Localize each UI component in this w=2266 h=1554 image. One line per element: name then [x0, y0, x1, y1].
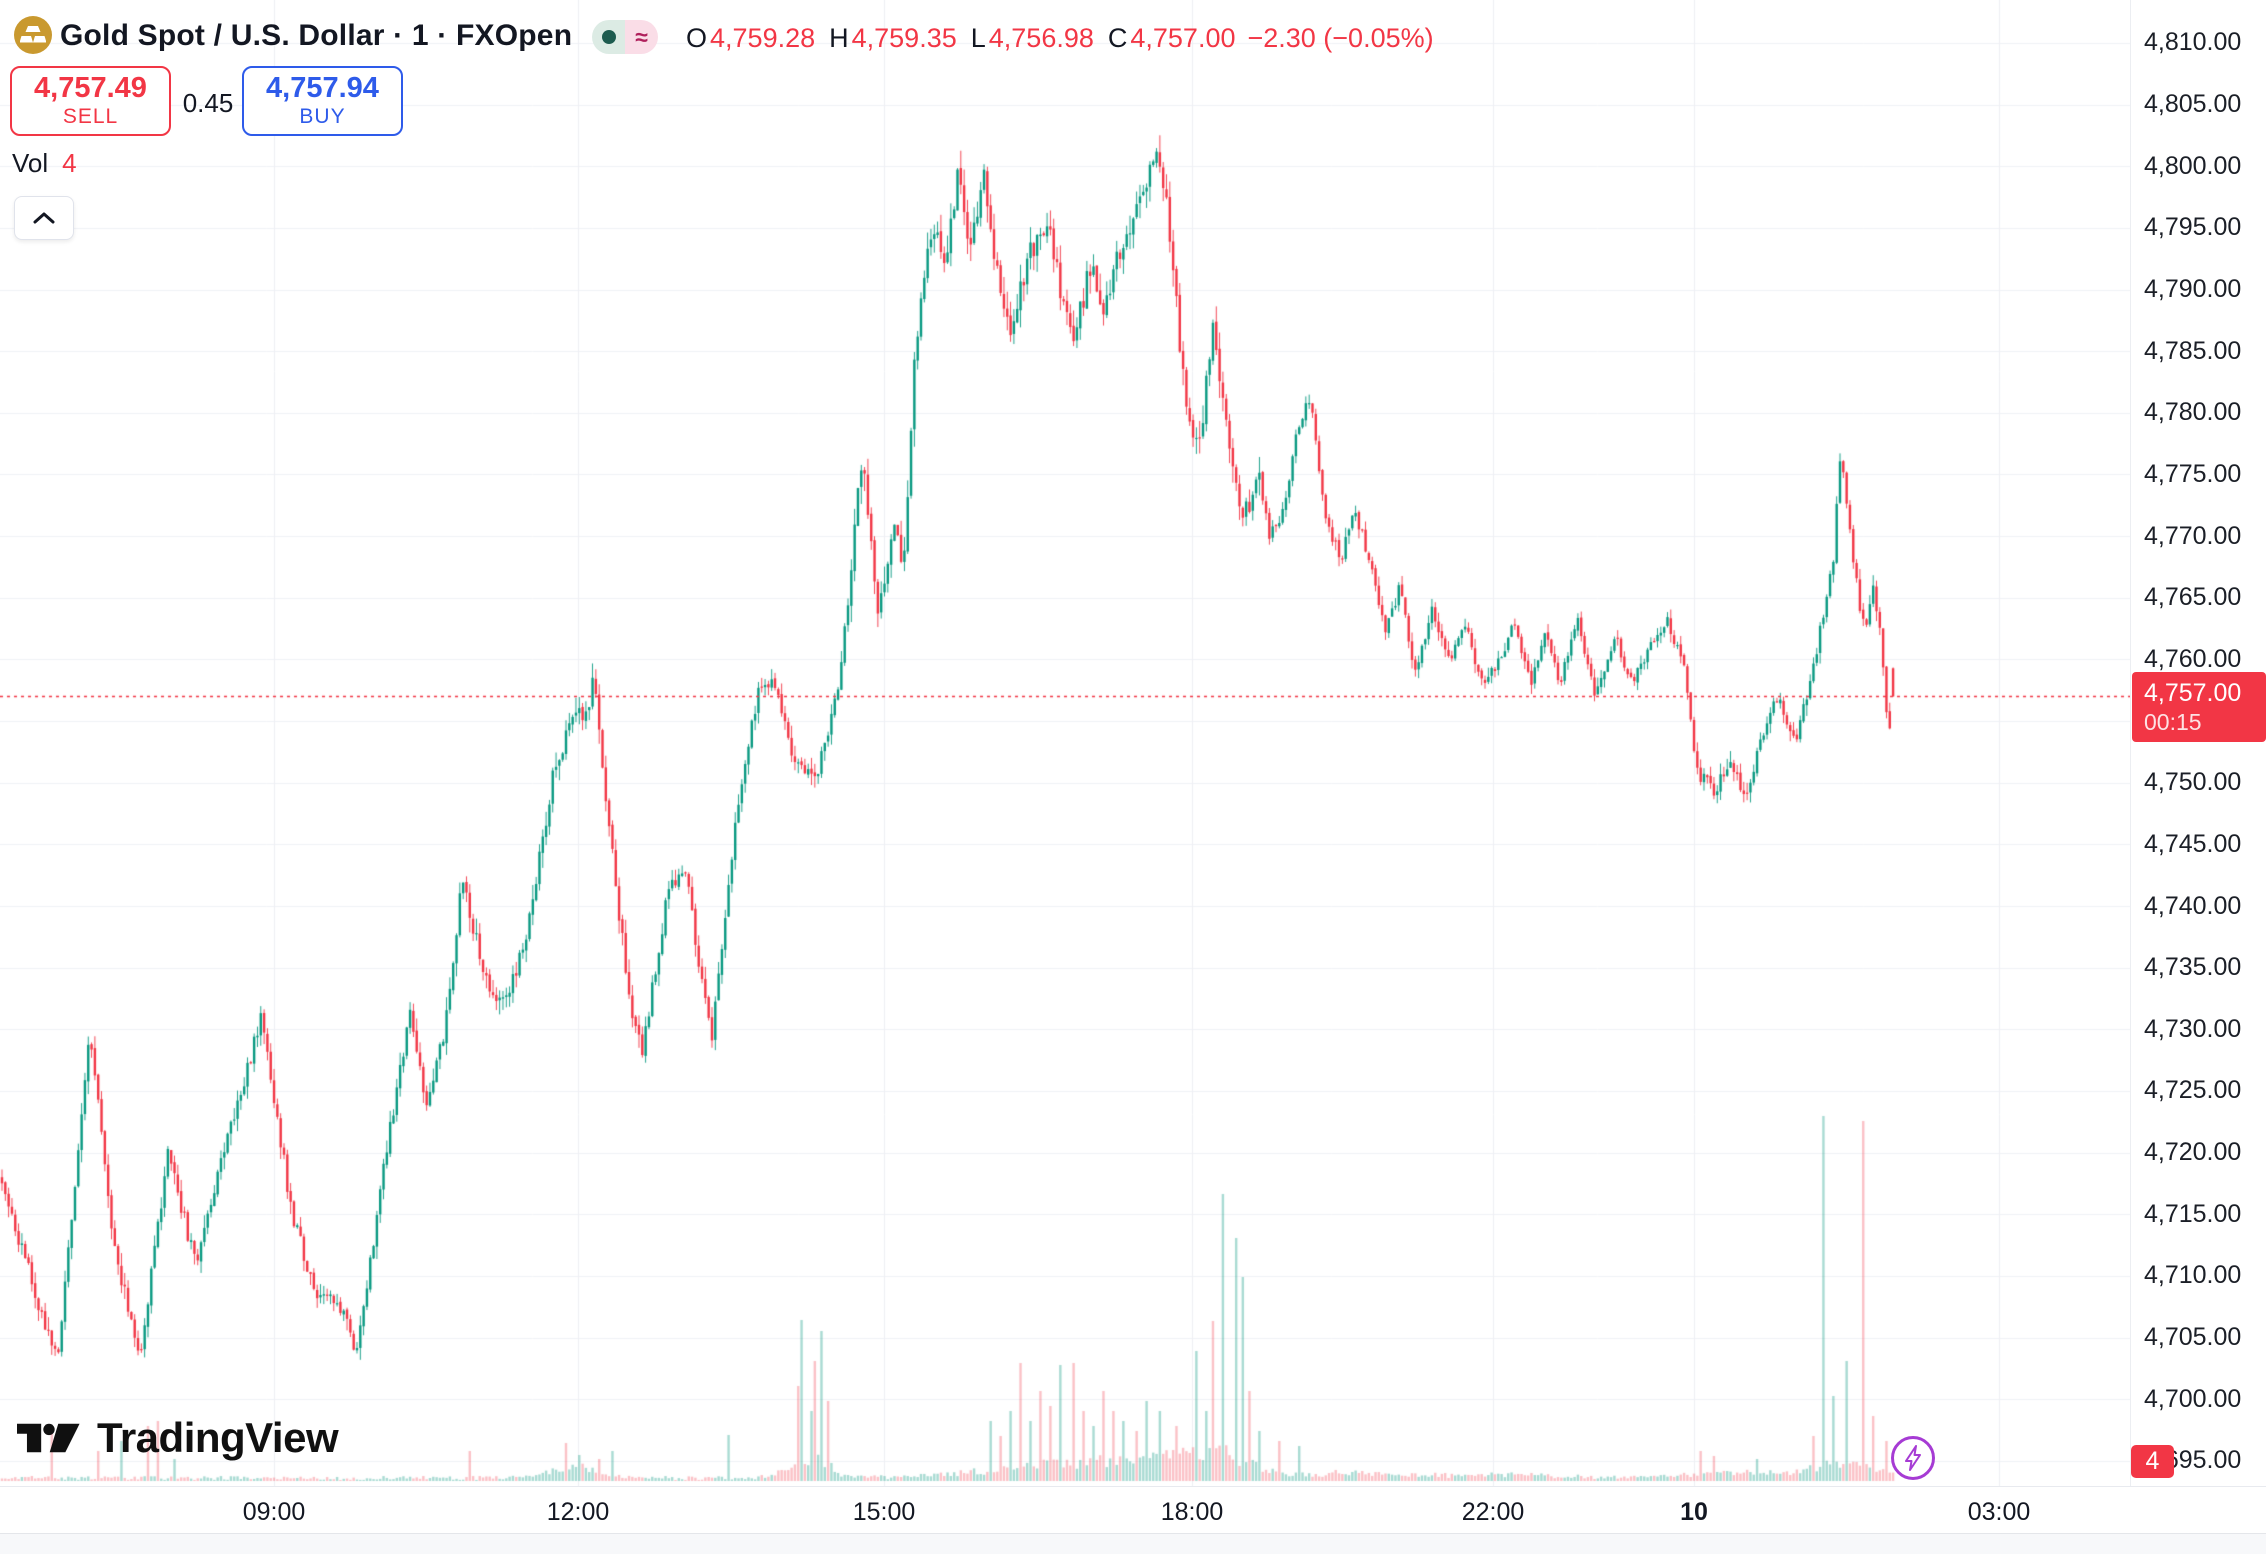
price-tick-label: 4,790.00 — [2144, 275, 2242, 303]
sell-price: 4,757.49 — [34, 72, 147, 104]
time-tick-label: 03:00 — [1967, 1498, 2031, 1526]
price-tick-label: 4,745.00 — [2144, 829, 2242, 858]
bar-countdown: 00:15 — [2144, 709, 2202, 735]
buy-label: BUY — [299, 105, 346, 128]
price-tick-label: 4,795.00 — [2144, 213, 2242, 242]
time-tick-label: 22:00 — [1461, 1498, 1525, 1526]
tradingview-watermark[interactable]: TradingView — [17, 1414, 339, 1462]
price-tick-label: 4,700.00 — [2144, 1384, 2242, 1413]
volume-label: Vol — [12, 148, 49, 178]
delayed-data-icon: ≈ — [625, 20, 658, 54]
gold-bars-icon — [20, 26, 46, 43]
price-tick-label: 4,800.00 — [2144, 151, 2242, 180]
tradingview-watermark-text: TradingView — [97, 1414, 339, 1461]
buy-price: 4,757.94 — [266, 72, 379, 104]
price-tick-label: 4,710.00 — [2144, 1261, 2242, 1290]
price-tick-label: 4,750.00 — [2144, 768, 2242, 797]
close-label: C — [1107, 23, 1128, 53]
lightning-bolt-icon — [1905, 1445, 1921, 1471]
chevron-up-icon — [33, 212, 55, 224]
sell-button[interactable]: 4,757.49 SELL — [10, 66, 171, 136]
time-axis[interactable]: 09:00 12:00 15:00 18:00 22:00 10 03:00 — [0, 1486, 2266, 1534]
sell-label: SELL — [62, 105, 119, 128]
high-label: H — [829, 23, 849, 53]
collapse-panel-button[interactable] — [14, 196, 74, 240]
buy-button[interactable]: 4,757.94 BUY — [242, 66, 403, 136]
price-tick-label: 4,810.00 — [2144, 28, 2242, 57]
price-tick-label: 4,770.00 — [2144, 521, 2242, 550]
price-tick-label: 4,805.00 — [2144, 90, 2242, 119]
high-value: 4,759.35 — [851, 23, 957, 53]
volume-axis-badge: 4 — [2131, 1445, 2174, 1478]
price-tick-label: 4,780.00 — [2144, 398, 2242, 427]
volume-value: 4 — [62, 148, 77, 178]
price-tick-label: 4,735.00 — [2144, 953, 2242, 982]
open-value: 4,759.28 — [710, 23, 816, 53]
time-tick-label: 15:00 — [852, 1498, 916, 1526]
spread-value: 0.45 — [182, 88, 234, 118]
price-tick-label: 4,785.00 — [2144, 336, 2242, 365]
time-tick-label: 18:00 — [1160, 1498, 1224, 1526]
market-status-pill[interactable]: ≈ — [592, 20, 658, 54]
price-tick-label: 4,715.00 — [2144, 1199, 2242, 1228]
price-axis[interactable]: 4,695.00 4,700.00 4,705.00 4,710.00 4,715.00… — [2130, 0, 2266, 1524]
price-tick-label: 4,725.00 — [2144, 1076, 2242, 1105]
price-tick-label: 4,730.00 — [2144, 1014, 2242, 1043]
gold-symbol-icon[interactable] — [14, 16, 52, 54]
volume-indicator[interactable]: Vol 4 — [12, 148, 77, 179]
price-tick-label: 4,765.00 — [2144, 583, 2242, 612]
time-tick-label: 09:00 — [242, 1498, 306, 1526]
price-tick-label: 4,775.00 — [2144, 459, 2242, 488]
instant-trading-button[interactable] — [1891, 1436, 1935, 1480]
price-tick-label: 4,705.00 — [2144, 1323, 2242, 1352]
low-label: L — [970, 23, 986, 53]
low-value: 4,756.98 — [988, 23, 1094, 53]
candlestick-chart[interactable] — [0, 0, 2130, 1486]
time-tick-label: 12:00 — [546, 1498, 610, 1526]
current-price-value: 4,757.00 — [2144, 679, 2242, 707]
price-tick-label: 4,740.00 — [2144, 891, 2242, 920]
market-open-dot-icon — [592, 20, 625, 54]
price-tick-label: 4,760.00 — [2144, 644, 2242, 673]
symbol-title[interactable]: Gold Spot / U.S. Dollar · 1 · FXOpen — [60, 19, 573, 52]
current-price-label: 4,757.00 00:15 — [2132, 672, 2266, 742]
open-label: O — [686, 23, 708, 53]
change-value: −2.30 (−0.05%) — [1247, 23, 1434, 53]
close-value: 4,757.00 — [1130, 23, 1236, 53]
ohlc-row: O 4,759.28 H 4,759.35 L 4,756.98 C 4,757… — [686, 23, 1434, 54]
bottom-strip — [0, 1533, 2266, 1554]
tradingview-logo — [17, 1423, 80, 1453]
price-tick-label: 4,720.00 — [2144, 1138, 2242, 1167]
time-tick-label: 10 — [1680, 1498, 1708, 1526]
